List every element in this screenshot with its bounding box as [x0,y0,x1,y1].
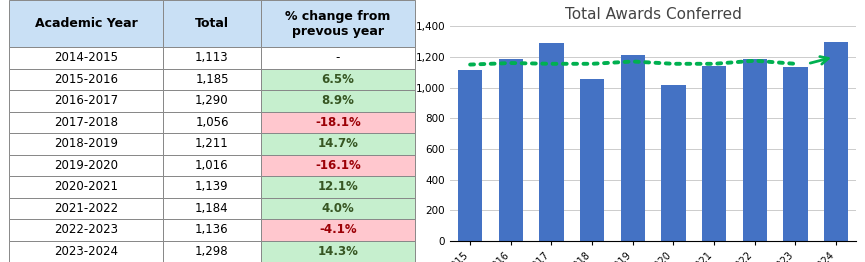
Bar [260,0,415,47]
Text: 1,290: 1,290 [195,94,228,107]
Bar [163,219,260,241]
Text: 1,185: 1,185 [195,73,228,86]
Bar [9,0,163,47]
Bar [163,133,260,155]
Text: 4.0%: 4.0% [322,202,355,215]
Bar [9,176,163,198]
Text: 2014-2015: 2014-2015 [54,51,118,64]
Text: Total: Total [195,17,229,30]
Bar [163,69,260,90]
Title: Total Awards Conferred: Total Awards Conferred [565,7,741,22]
Bar [9,90,163,112]
Text: 2017-2018: 2017-2018 [54,116,118,129]
Bar [163,176,260,198]
Bar [163,0,260,47]
Text: 12.1%: 12.1% [317,180,358,193]
Bar [823,42,849,241]
Bar [539,43,564,241]
Bar [260,219,415,241]
Text: 6.5%: 6.5% [322,73,355,86]
Text: 2022-2023: 2022-2023 [54,223,118,236]
Bar [580,79,605,241]
Bar [163,112,260,133]
Text: -: - [336,51,340,64]
Text: 2021-2022: 2021-2022 [54,202,118,215]
Bar [260,198,415,219]
Bar [702,66,727,241]
Bar [742,59,767,241]
Bar [163,90,260,112]
Text: 8.9%: 8.9% [322,94,355,107]
Bar [783,67,808,241]
Bar [9,69,163,90]
Text: 2020-2021: 2020-2021 [54,180,118,193]
Text: 2015-2016: 2015-2016 [54,73,118,86]
Bar [260,47,415,69]
Bar [9,133,163,155]
Bar [163,241,260,262]
Bar [260,155,415,176]
Bar [163,155,260,176]
Bar [163,198,260,219]
Text: 1,113: 1,113 [195,51,228,64]
Text: 2018-2019: 2018-2019 [54,137,118,150]
Text: 1,056: 1,056 [195,116,228,129]
Bar [9,47,163,69]
Bar [260,112,415,133]
Bar [9,241,163,262]
Text: 1,211: 1,211 [195,137,229,150]
Bar [260,133,415,155]
Text: 14.7%: 14.7% [317,137,358,150]
Text: 1,016: 1,016 [195,159,228,172]
Text: -18.1%: -18.1% [315,116,361,129]
Text: 2023-2024: 2023-2024 [54,245,118,258]
Text: % change from
prevous year: % change from prevous year [285,10,391,37]
Bar [9,219,163,241]
Text: -4.1%: -4.1% [319,223,356,236]
Text: 1,139: 1,139 [195,180,228,193]
Text: -16.1%: -16.1% [315,159,361,172]
Bar [9,198,163,219]
Bar [260,90,415,112]
Bar [620,55,645,241]
Bar [9,155,163,176]
Text: 1,136: 1,136 [195,223,228,236]
Bar [661,85,686,241]
Bar [260,241,415,262]
Text: 2016-2017: 2016-2017 [54,94,118,107]
Text: 1,184: 1,184 [195,202,228,215]
Bar [163,47,260,69]
Bar [260,69,415,90]
Text: 2019-2020: 2019-2020 [54,159,118,172]
Text: 14.3%: 14.3% [317,245,358,258]
Bar [458,70,483,241]
Text: 1,298: 1,298 [195,245,228,258]
Bar [260,176,415,198]
Text: Academic Year: Academic Year [35,17,138,30]
Bar [498,59,523,241]
Bar [9,112,163,133]
